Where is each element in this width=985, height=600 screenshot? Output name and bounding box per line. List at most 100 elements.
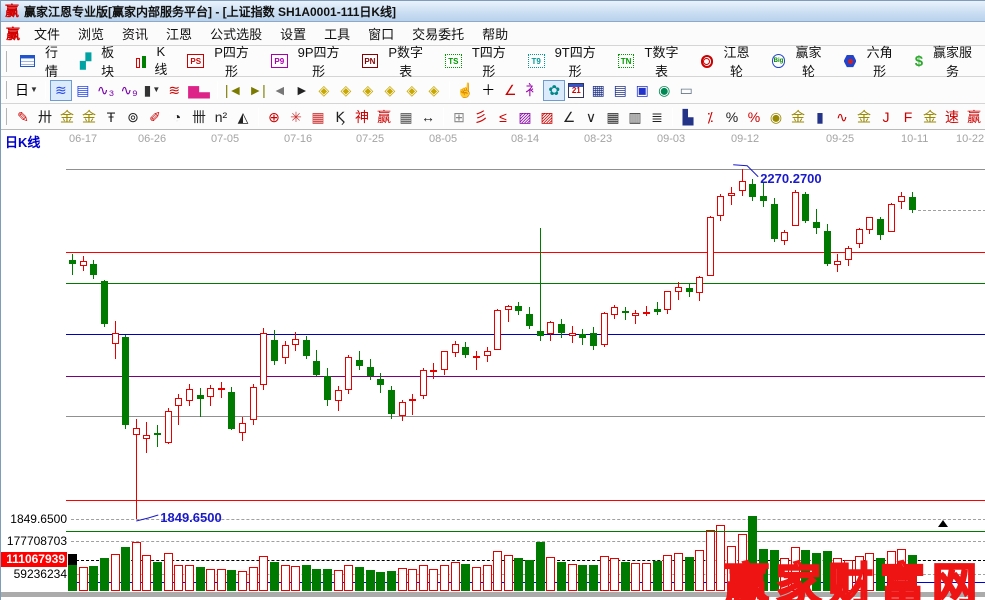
skip-last-button[interactable]: ►| (245, 80, 269, 101)
square-grid-red-button[interactable]: ▦ (307, 106, 329, 127)
9p-square-button[interactable]: P9 9P四方形 (263, 39, 354, 83)
spiral-tool-button[interactable]: ⊚ (122, 106, 144, 127)
kline-chart-area[interactable]: 日K线 06-17 06-26 07-05 07-16 07-25 08-05 08-14 0… (1, 130, 985, 600)
time-clock-button[interactable]: ◔ (166, 106, 188, 127)
ray-fan-button[interactable]: 彡 (470, 106, 492, 127)
menu-公式选股[interactable]: 公式选股 (210, 27, 263, 42)
fan-grid-purple-button[interactable]: ▨ (514, 106, 536, 127)
9t-square-button[interactable]: T9 9T四方形 (520, 39, 610, 83)
percent-slope-button[interactable]: ⁒ (699, 106, 721, 127)
f-angle-button[interactable]: F (897, 106, 919, 127)
gann-wheel-button[interactable]: 江恩轮 (693, 39, 764, 83)
winner-wheel-button[interactable]: Big 赢家轮 (764, 39, 836, 83)
menu-设置[interactable]: 设置 (280, 27, 307, 42)
frame-tool-button[interactable]: ⊞ (448, 106, 470, 127)
pan-hand-button[interactable]: ☝ (454, 80, 477, 101)
zoom-x-diamond-button[interactable]: ◈ (379, 80, 401, 101)
toolbar-grip[interactable] (4, 107, 7, 126)
indicator-name[interactable]: MACD (5, 597, 44, 600)
angle-measure-button[interactable]: ∠ (499, 80, 521, 101)
skip-first-button[interactable]: |◄ (222, 80, 246, 101)
wave-channel-button[interactable]: ∿ (831, 106, 853, 127)
step-forward-button[interactable]: ► (291, 80, 313, 101)
fan-grid-red-button[interactable]: ▨ (536, 106, 558, 127)
gold-circle-button[interactable]: ◉ (765, 106, 787, 127)
histogram-panel-button[interactable]: ▆▃ (185, 80, 213, 101)
brush-pen-button[interactable]: ✎ (12, 106, 34, 127)
crosshair-button[interactable]: ＋ (477, 80, 499, 101)
menu-江恩[interactable]: 江恩 (166, 27, 193, 42)
slope-tool-button[interactable]: ≤ (492, 106, 514, 127)
n-square-button[interactable]: n² (210, 106, 232, 127)
gann-costume-button[interactable]: 衤 (521, 80, 543, 101)
toolbar-grip[interactable] (4, 50, 7, 72)
gold-scale-2-button[interactable]: 金 (78, 106, 100, 127)
hexagon-button[interactable]: 六角形 (836, 39, 907, 83)
toolbar-grip[interactable] (4, 80, 7, 100)
info-panel-button[interactable]: ▤ (72, 80, 94, 101)
menu-帮助[interactable]: 帮助 (482, 27, 509, 42)
zoom-plus-diamond-button[interactable]: ◈ (401, 80, 423, 101)
speed-angle-button[interactable]: 速 (941, 106, 963, 127)
grid-box-button[interactable]: ▥ (624, 106, 646, 127)
zigzag-button[interactable]: ∨ (580, 106, 602, 127)
zoom-right-diamond-button[interactable]: ◈ (335, 80, 357, 101)
menu-文件[interactable]: 文件 (34, 27, 61, 42)
menu-资讯[interactable]: 资讯 (122, 27, 149, 42)
gold-lines-button[interactable]: 金 (787, 106, 809, 127)
t-square-button[interactable]: TS T四方形 (437, 39, 520, 83)
quotes-button[interactable]: 行情 (12, 39, 72, 83)
menu-交易委托[interactable]: 交易委托 (412, 27, 465, 42)
target-crosshair-button[interactable]: ⊕ (263, 106, 285, 127)
time-ruler-button[interactable]: Ŧ (100, 106, 122, 127)
p-square-button[interactable]: PS P四方形 (179, 39, 263, 83)
candle-pen-button[interactable]: ▮ (809, 106, 831, 127)
period-day-selector-button[interactable]: 日 ▼ (12, 80, 41, 101)
ying-angle-button[interactable]: 赢 (963, 106, 985, 127)
zoom-left-diamond-button[interactable]: ◈ (313, 80, 335, 101)
winner-service-button[interactable]: $ 赢家服务 (907, 39, 985, 83)
gann-comb-button[interactable]: 卅 (34, 106, 56, 127)
angle-mirror-button[interactable]: ◭ (232, 106, 254, 127)
calendar-21-button[interactable] (565, 80, 587, 101)
draw-mode-button[interactable]: ≋ (49, 79, 72, 101)
candle-style-button[interactable]: ▮ ▼ (141, 80, 164, 101)
scroll-position-marker[interactable] (938, 520, 948, 527)
j-angle-button[interactable]: J (875, 106, 897, 127)
measure-arrows-button[interactable]: ↔ (417, 106, 439, 127)
smart-analysis-button[interactable]: ✿ (543, 79, 566, 101)
red-draw-mode-button[interactable]: ≋ (163, 80, 185, 101)
gold-angle-button[interactable]: 金 (919, 106, 941, 127)
volume-ladder-button[interactable]: ▙ (677, 106, 699, 127)
menu-窗口[interactable]: 窗口 (368, 27, 395, 42)
trend-lines-button[interactable]: ∠ (558, 106, 580, 127)
step-back-button[interactable]: ◄ (269, 80, 291, 101)
grid-123-button[interactable]: ▦ (395, 106, 417, 127)
percent-button[interactable]: % (721, 106, 743, 127)
shen-grid-button[interactable]: 神 (351, 106, 373, 127)
zoom-h-diamond-button[interactable]: ◈ (357, 80, 379, 101)
sectors-button[interactable]: ▞ 板块 (72, 39, 128, 83)
t-number-table-button[interactable]: TN T数字表 (610, 39, 693, 83)
comb-dense-button[interactable]: 卌 (188, 106, 210, 127)
network-mail-button[interactable]: ◉ (653, 80, 675, 101)
red-ruler-pen-button[interactable]: ✐ (144, 106, 166, 127)
save-button[interactable]: ▣ (631, 80, 653, 101)
gold-scale-1-button[interactable]: 金 (56, 106, 78, 127)
kline-button[interactable]: K线 (128, 41, 179, 81)
zoom-all-diamond-button[interactable]: ◈ (423, 80, 445, 101)
title-bar[interactable]: 赢 赢家江恩专业版[赢家内部服务平台] - [上证指数 SH1A0001-111… (1, 1, 985, 22)
grid-dark-button[interactable]: ▦ (602, 106, 624, 127)
ying-grid-button[interactable]: 赢 (373, 106, 395, 127)
k-quote-mark-button[interactable]: Ϗ (329, 106, 351, 127)
workstation-button[interactable]: ▭ (675, 80, 697, 101)
gold-underline-button[interactable]: 金 (853, 106, 875, 127)
notepad-button[interactable]: ▤ (609, 80, 631, 101)
p-number-table-button[interactable]: PN P数字表 (354, 39, 438, 83)
chart-scrollbar[interactable] (1, 592, 985, 597)
parallel-lines-button[interactable]: ≣ (646, 106, 668, 127)
percent-line-button[interactable]: % (743, 106, 765, 127)
menu-浏览[interactable]: 浏览 (78, 27, 105, 42)
calculator-button[interactable]: ▦ (587, 80, 609, 101)
wave-9-button[interactable]: ∿₉ (117, 80, 140, 101)
